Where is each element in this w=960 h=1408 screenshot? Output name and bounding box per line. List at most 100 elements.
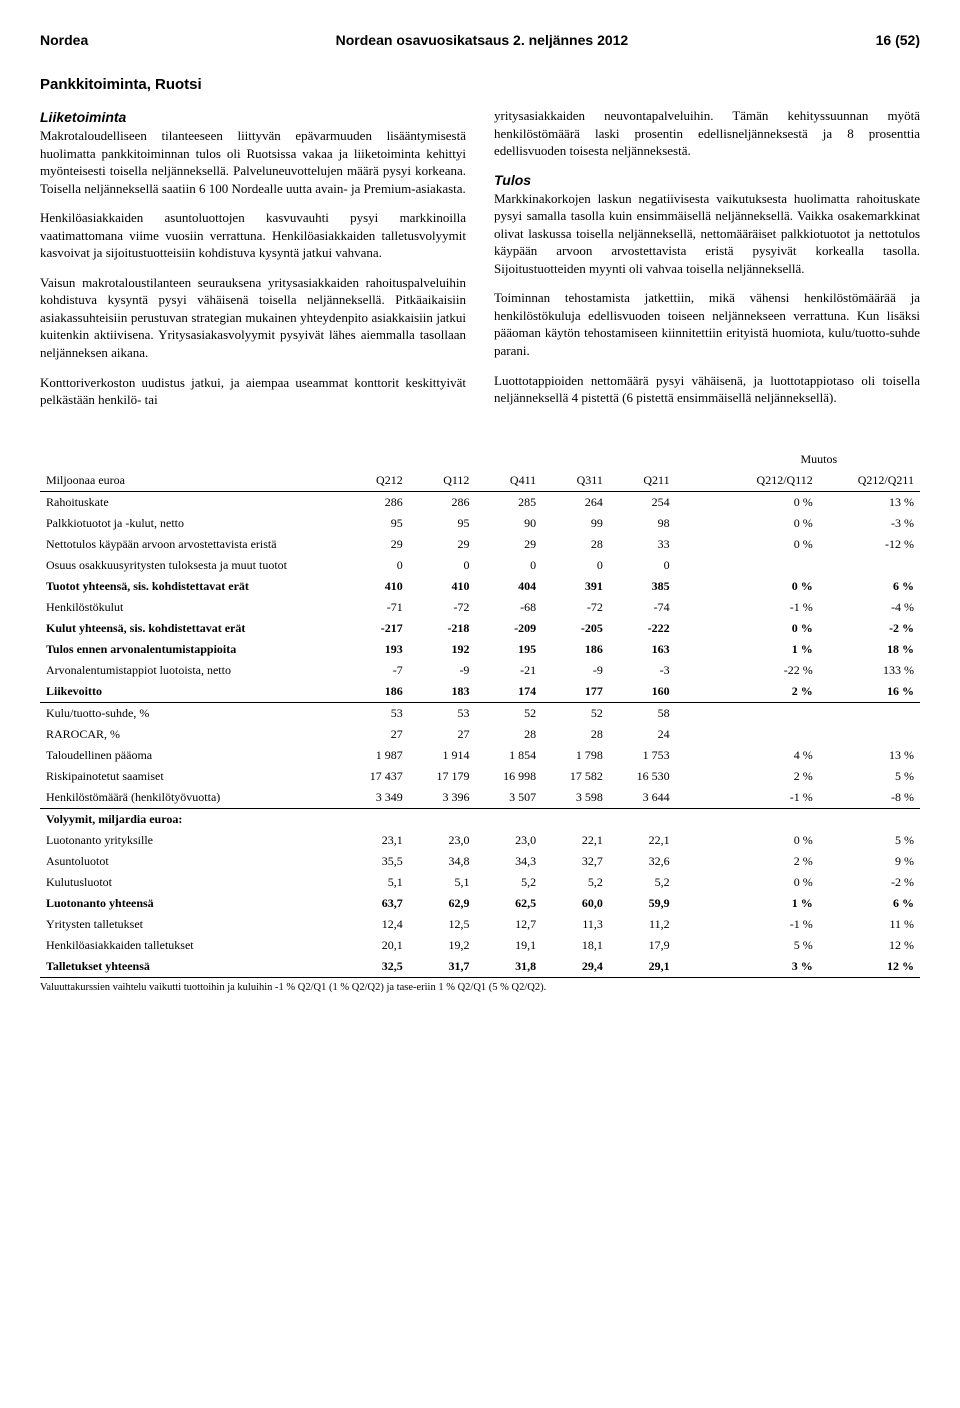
row-value: 59,9 bbox=[609, 893, 676, 914]
row-value bbox=[676, 681, 718, 703]
section-title: Pankkitoiminta, Ruotsi bbox=[40, 76, 920, 93]
header-right: 16 (52) bbox=[876, 32, 920, 48]
row-value bbox=[676, 618, 718, 639]
table-row: Rahoituskate2862862852642540 %13 % bbox=[40, 491, 920, 513]
row-label: Rahoituskate bbox=[40, 491, 342, 513]
row-value bbox=[819, 555, 920, 576]
row-value: 32,7 bbox=[542, 851, 609, 872]
row-value bbox=[819, 724, 920, 745]
row-value: 0 bbox=[542, 555, 609, 576]
row-value: 193 bbox=[342, 639, 409, 660]
row-value: 1 % bbox=[718, 639, 819, 660]
row-value: 163 bbox=[609, 639, 676, 660]
row-label: Kulu/tuotto-suhde, % bbox=[40, 702, 342, 724]
table-row: Henkilöstökulut-71-72-68-72-74-1 %-4 % bbox=[40, 597, 920, 618]
row-value: 1 914 bbox=[409, 745, 476, 766]
row-value: 16 530 bbox=[609, 766, 676, 787]
row-label: RAROCAR, % bbox=[40, 724, 342, 745]
table-row: Riskipainotetut saamiset17 43717 17916 9… bbox=[40, 766, 920, 787]
row-label: Talletukset yhteensä bbox=[40, 956, 342, 978]
row-label: Taloudellinen pääoma bbox=[40, 745, 342, 766]
row-value bbox=[676, 491, 718, 513]
row-value: 13 % bbox=[819, 745, 920, 766]
row-value bbox=[718, 808, 819, 830]
row-value bbox=[342, 808, 409, 830]
right-column: yritysasiakkaiden neuvontapalveluihin. T… bbox=[494, 107, 920, 421]
para: Luottotappioiden nettomäärä pysyi vähäis… bbox=[494, 372, 920, 407]
row-value: 28 bbox=[542, 534, 609, 555]
row-value: 410 bbox=[409, 576, 476, 597]
row-value: 22,1 bbox=[542, 830, 609, 851]
row-value: 3 396 bbox=[409, 787, 476, 809]
row-label: Henkilöstömäärä (henkilötyövuotta) bbox=[40, 787, 342, 809]
row-value: 11,2 bbox=[609, 914, 676, 935]
row-value: 29 bbox=[342, 534, 409, 555]
row-value: 3 507 bbox=[475, 787, 542, 809]
row-value: -205 bbox=[542, 618, 609, 639]
row-value: 17 179 bbox=[409, 766, 476, 787]
table-row: Henkilöasiakkaiden talletukset20,119,219… bbox=[40, 935, 920, 956]
row-value: -2 % bbox=[819, 872, 920, 893]
row-value: 0 bbox=[342, 555, 409, 576]
col-q: Q112 bbox=[409, 470, 476, 492]
row-value: 0 % bbox=[718, 513, 819, 534]
row-value: 60,0 bbox=[542, 893, 609, 914]
row-value: 177 bbox=[542, 681, 609, 703]
row-value: 17 437 bbox=[342, 766, 409, 787]
row-value: 29,4 bbox=[542, 956, 609, 978]
row-value bbox=[676, 576, 718, 597]
col-m: Q212/Q211 bbox=[819, 470, 920, 492]
row-value: 95 bbox=[342, 513, 409, 534]
subhead-liiketoiminta: Liiketoiminta bbox=[40, 109, 466, 125]
row-value bbox=[676, 830, 718, 851]
row-value: 2 % bbox=[718, 681, 819, 703]
row-value: 23,0 bbox=[475, 830, 542, 851]
row-value bbox=[718, 702, 819, 724]
row-value: -21 bbox=[475, 660, 542, 681]
row-value: 3 644 bbox=[609, 787, 676, 809]
row-value: 2 % bbox=[718, 851, 819, 872]
row-label: Tuotot yhteensä, sis. kohdistettavat erä… bbox=[40, 576, 342, 597]
row-value: -74 bbox=[609, 597, 676, 618]
row-value: 285 bbox=[475, 491, 542, 513]
row-value bbox=[676, 639, 718, 660]
row-value: 16 % bbox=[819, 681, 920, 703]
table-row: Kulut yhteensä, sis. kohdistettavat erät… bbox=[40, 618, 920, 639]
table-row: Arvonalentumistappiot luotoista, netto-7… bbox=[40, 660, 920, 681]
row-value: 174 bbox=[475, 681, 542, 703]
row-value: 11,3 bbox=[542, 914, 609, 935]
row-value: 0 bbox=[409, 555, 476, 576]
table-row: Liikevoitto1861831741771602 %16 % bbox=[40, 681, 920, 703]
row-value bbox=[676, 534, 718, 555]
table-head: Muutos Miljoonaa euroa Q212 Q112 Q411 Q3… bbox=[40, 449, 920, 492]
row-value: 6 % bbox=[819, 576, 920, 597]
row-value: 35,5 bbox=[342, 851, 409, 872]
row-value: 18,1 bbox=[542, 935, 609, 956]
table-row: Kulutusluotot5,15,15,25,25,20 %-2 % bbox=[40, 872, 920, 893]
table-row: Yritysten talletukset12,412,512,711,311,… bbox=[40, 914, 920, 935]
row-value bbox=[718, 555, 819, 576]
row-value: 0 % bbox=[718, 830, 819, 851]
para: Konttoriverkoston uudistus jatkui, ja ai… bbox=[40, 374, 466, 409]
row-value bbox=[475, 808, 542, 830]
row-value: 34,8 bbox=[409, 851, 476, 872]
row-label: Osuus osakkuusyritysten tuloksesta ja mu… bbox=[40, 555, 342, 576]
para: yritysasiakkaiden neuvontapalveluihin. T… bbox=[494, 107, 920, 160]
row-value bbox=[676, 808, 718, 830]
row-value: -209 bbox=[475, 618, 542, 639]
row-value: -9 bbox=[542, 660, 609, 681]
table-row: Osuus osakkuusyritysten tuloksesta ja mu… bbox=[40, 555, 920, 576]
row-value: 5,2 bbox=[475, 872, 542, 893]
row-value: -12 % bbox=[819, 534, 920, 555]
row-value: -4 % bbox=[819, 597, 920, 618]
row-value: -8 % bbox=[819, 787, 920, 809]
row-value: -1 % bbox=[718, 787, 819, 809]
row-value: 3 % bbox=[718, 956, 819, 978]
row-label: Riskipainotetut saamiset bbox=[40, 766, 342, 787]
subhead-tulos: Tulos bbox=[494, 172, 920, 188]
table-row: Volyymit, miljardia euroa: bbox=[40, 808, 920, 830]
row-value: 5 % bbox=[819, 830, 920, 851]
para: Henkilöasiakkaiden asuntoluottojen kasvu… bbox=[40, 209, 466, 262]
col-q: Q212 bbox=[342, 470, 409, 492]
row-value: 1 % bbox=[718, 893, 819, 914]
